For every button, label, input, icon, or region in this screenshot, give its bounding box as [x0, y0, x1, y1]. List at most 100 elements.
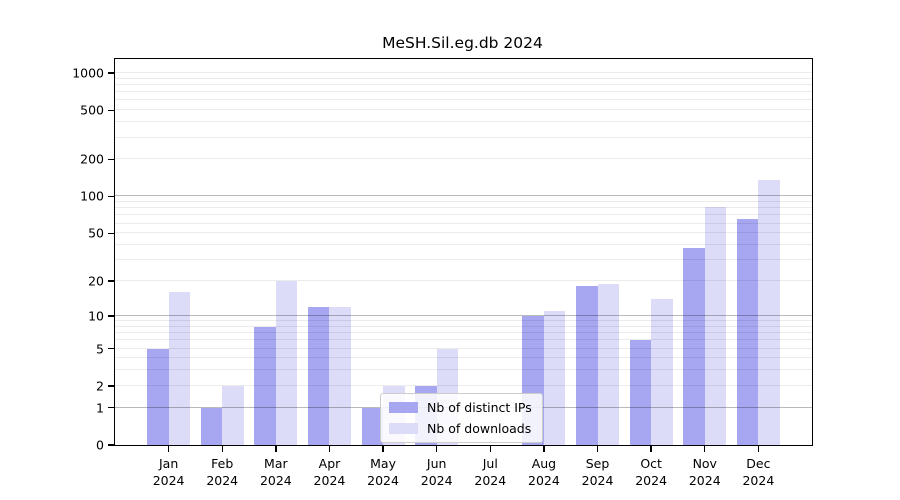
bar-jan-downloads: [168, 292, 191, 445]
x-tick-label-oct: Oct 2024: [635, 456, 668, 488]
y-tick-label-5: 5: [96, 341, 104, 356]
x-tick-label-mar: Mar 2024: [259, 456, 292, 488]
minor-gridline-9: [115, 320, 812, 321]
bar-apr-distinct-ips: [308, 306, 330, 445]
minor-gridline-70: [115, 214, 812, 216]
bar-mar-distinct-ips: [254, 326, 276, 445]
y-tick-2: [108, 385, 115, 387]
y-tick-label-50: 50: [88, 225, 104, 241]
minor-gridline-3: [115, 369, 812, 371]
minor-gridline-40: [115, 244, 812, 246]
bar-sep-distinct-ips: [576, 286, 598, 445]
y-tick-label-1: 1: [96, 400, 104, 416]
bar-aug-downloads: [543, 311, 566, 445]
x-tick-jun: [435, 445, 438, 452]
x-tick-sep: [596, 445, 599, 452]
minor-gridline-1000: [115, 71, 812, 73]
bar-sep-downloads: [597, 283, 619, 445]
minor-gridline-600: [115, 99, 812, 101]
bar-may-distinct-ips: [361, 407, 384, 445]
x-tick-label-nov: Nov 2024: [688, 456, 721, 488]
bar-oct-downloads: [651, 299, 673, 445]
minor-gridline-80: [115, 207, 812, 209]
major-gridline-100: [115, 195, 812, 197]
x-tick-label-jul: Jul 2024: [474, 456, 507, 488]
x-tick-mar: [275, 445, 277, 452]
minor-gridline-90: [115, 201, 812, 203]
minor-gridline-900: [115, 77, 812, 79]
bar-feb-downloads: [222, 385, 244, 445]
minor-gridline-7: [115, 332, 812, 334]
minor-gridline-60: [115, 222, 812, 224]
y-tick-label-200: 200: [80, 151, 104, 167]
y-tick-200: [108, 158, 115, 161]
y-tick-20: [108, 280, 115, 282]
y-tick-label-0: 0: [96, 437, 104, 453]
minor-gridline-20: [115, 280, 812, 282]
y-tick-5: [108, 347, 115, 350]
y-tick-label-100: 100: [80, 188, 104, 204]
y-tick-0: [108, 444, 115, 446]
y-tick-100: [108, 195, 115, 198]
y-tick-1000: [108, 72, 115, 74]
x-tick-aug: [543, 445, 545, 452]
x-tick-feb: [221, 445, 223, 452]
minor-gridline-300: [115, 136, 812, 138]
minor-gridline-2: [115, 384, 812, 386]
major-gridline-10: [115, 314, 812, 316]
bar-mar-downloads: [275, 281, 298, 445]
minor-gridline-400: [115, 121, 812, 123]
bar-feb-distinct-ips: [200, 407, 223, 445]
legend-entry-distinct-ips: Nb of distinct IPs: [389, 400, 532, 415]
x-tick-label-may: May 2024: [367, 456, 399, 488]
minor-gridline-200: [115, 158, 812, 160]
y-tick-1: [108, 406, 115, 409]
y-tick-label-2: 2: [96, 378, 104, 394]
x-tick-jan: [167, 445, 170, 452]
x-tick-label-feb: Feb 2024: [206, 456, 239, 488]
x-tick-nov: [704, 445, 706, 452]
minor-gridline-30: [115, 259, 812, 261]
y-tick-500: [108, 109, 115, 111]
x-tick-label-jun: Jun 2024: [420, 456, 453, 488]
bar-apr-downloads: [329, 306, 351, 445]
x-tick-label-dec: Dec 2024: [742, 456, 775, 488]
y-tick-label-20: 20: [88, 273, 104, 289]
bar-oct-distinct-ips: [629, 340, 652, 445]
bar-jan-distinct-ips: [147, 348, 169, 445]
plot-area: 0 1 2 5 10 20 50 100 200 500 1000 Jan 2024 Feb 2024 Mar…: [72, 58, 813, 488]
chart-title: MeSH.Sil.eg.db 2024: [382, 34, 543, 52]
minor-gridline-500: [115, 109, 812, 111]
y-tick-label-1000: 1000: [72, 65, 104, 81]
legend: Nb of distinct IPs Nb of downloads: [380, 393, 543, 443]
x-tick-label-apr: Apr 2024: [313, 456, 346, 488]
x-tick-oct: [650, 445, 652, 452]
minor-gridline-4: [115, 357, 812, 359]
y-tick-label-500: 500: [80, 102, 104, 118]
x-tick-label-jan: Jan 2024: [152, 456, 185, 488]
legend-label-distinct-ips: Nb of distinct IPs: [427, 400, 532, 415]
x-tick-label-aug: Aug 2024: [528, 456, 560, 488]
x-tick-label-sep: Sep 2024: [581, 456, 614, 488]
minor-gridline-50: [115, 232, 812, 234]
x-tick-may: [382, 445, 384, 452]
minor-gridline-6: [115, 339, 812, 341]
x-tick-dec: [757, 445, 760, 452]
y-tick-10: [108, 315, 115, 317]
legend-swatch-distinct-ips: [389, 402, 418, 413]
bar-dec-downloads: [758, 180, 780, 445]
minor-gridline-800: [115, 83, 812, 85]
legend-entry-downloads: Nb of downloads: [389, 421, 532, 436]
minor-gridline-5: [115, 347, 812, 349]
minor-gridline-700: [115, 91, 812, 93]
y-tick-50: [108, 232, 115, 234]
bar-nov-downloads: [704, 207, 727, 445]
y-tick-label-10: 10: [88, 308, 104, 324]
bar-nov-distinct-ips: [683, 247, 705, 445]
legend-label-downloads: Nb of downloads: [427, 421, 532, 436]
legend-swatch-downloads: [389, 423, 418, 434]
x-tick-apr: [328, 445, 331, 452]
bar-dec-distinct-ips: [736, 218, 759, 445]
minor-gridline-8: [115, 325, 812, 327]
